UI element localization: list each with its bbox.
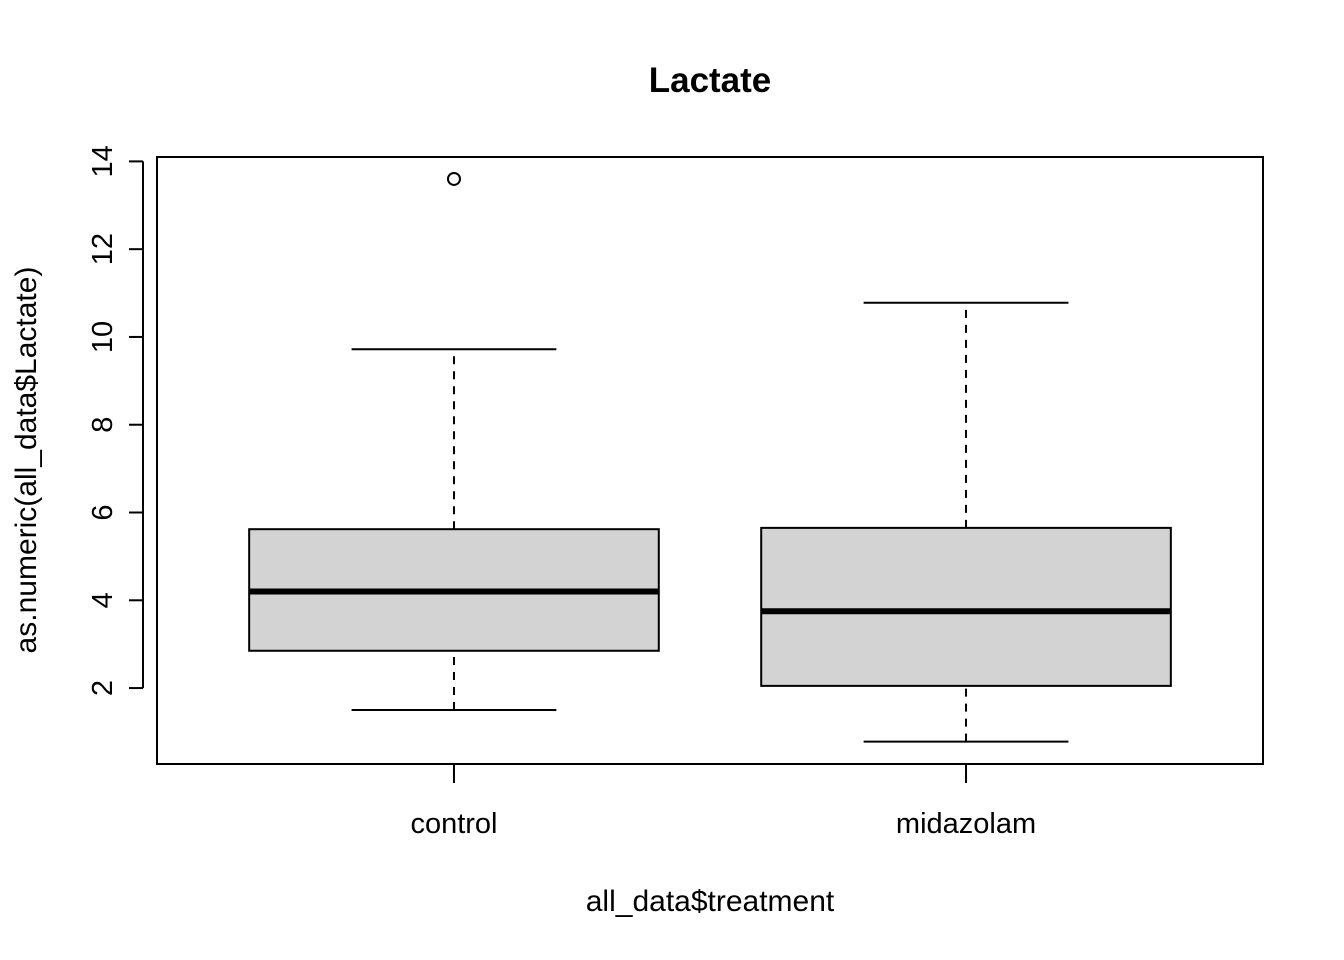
y-tick-label: 4: [87, 592, 119, 608]
chart-title: Lactate: [649, 61, 772, 100]
box-midazolam: [760, 301, 1172, 743]
y-tick-label: 2: [87, 680, 119, 696]
x-axis: control midazolam: [410, 764, 1036, 840]
y-tick-label: 14: [87, 145, 119, 177]
plot-frame: [156, 156, 1264, 765]
y-tick-label: 12: [87, 233, 119, 265]
y-tick-label: 6: [87, 504, 119, 520]
interquartile-box: [760, 526, 1172, 687]
x-tick-label: midazolam: [896, 808, 1036, 840]
x-tick-label: control: [410, 808, 497, 840]
outlier-point: [446, 171, 461, 186]
y-tick-label: 8: [87, 417, 119, 433]
y-axis: 2 4 6 8 10 12 14: [87, 145, 144, 696]
y-tick-label: 10: [87, 321, 119, 353]
box-control: [248, 171, 660, 712]
x-axis-title: all_data$treatment: [586, 885, 835, 918]
y-axis-title: as.numeric(all_data$Lactate): [10, 267, 43, 654]
boxes: [248, 171, 1172, 743]
